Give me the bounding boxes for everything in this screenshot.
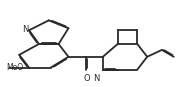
Text: N: N bbox=[22, 25, 28, 34]
Text: N: N bbox=[94, 74, 100, 82]
Text: O: O bbox=[84, 74, 90, 84]
Text: MeO: MeO bbox=[7, 63, 24, 72]
